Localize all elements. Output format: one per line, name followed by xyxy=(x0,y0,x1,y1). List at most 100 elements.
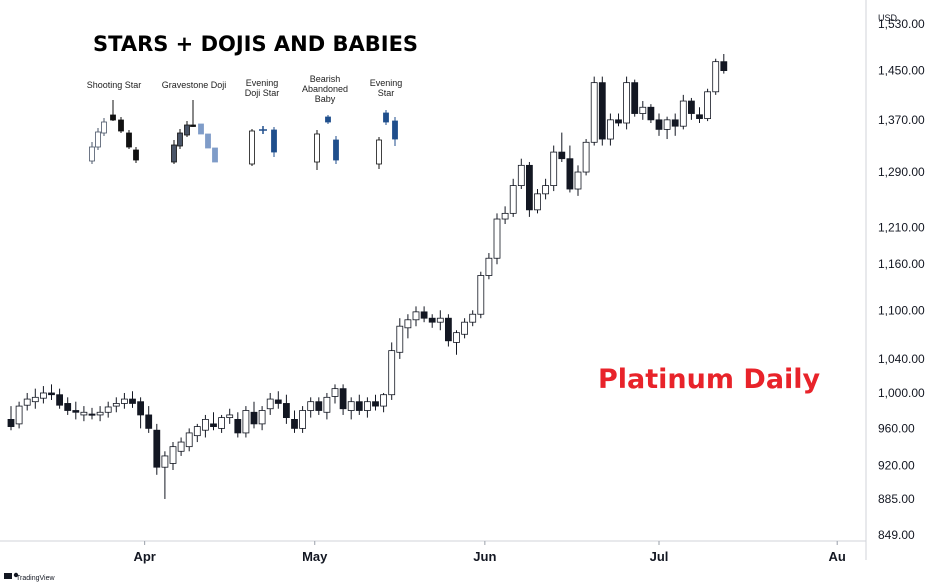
candle-body xyxy=(210,423,217,427)
candle-body xyxy=(193,426,201,437)
candle-body xyxy=(623,82,630,124)
candle xyxy=(226,408,234,424)
chart-headline: STARS + DOJIS AND BABIES xyxy=(93,32,418,56)
candle-body xyxy=(550,151,558,186)
candle-body xyxy=(404,319,412,329)
candles xyxy=(7,54,728,499)
candle-body xyxy=(339,388,347,410)
candle-body xyxy=(48,392,55,396)
pattern-candle xyxy=(325,116,331,123)
candle-body xyxy=(226,414,234,419)
candle xyxy=(129,391,136,408)
x-axis-ticks: Apr May Jun Jul Au xyxy=(133,541,846,564)
y-tick-label: 849.00 xyxy=(878,528,915,542)
candle xyxy=(517,158,525,190)
candle xyxy=(40,386,47,404)
candle xyxy=(88,407,96,420)
tradingview-logo: TradingView xyxy=(4,572,55,582)
pattern-label-line: Shooting Star xyxy=(87,80,142,90)
candle-body xyxy=(331,388,339,397)
candle-body xyxy=(307,401,315,411)
candle xyxy=(501,206,509,225)
candle-body xyxy=(493,218,501,259)
candle xyxy=(493,213,501,265)
brand-label: TradingView xyxy=(16,575,55,582)
candle xyxy=(574,165,582,196)
candle-body xyxy=(501,212,509,220)
candle xyxy=(56,388,63,409)
currency-label: USD xyxy=(878,13,898,23)
candle-body xyxy=(461,321,469,335)
pattern-candle xyxy=(271,129,277,153)
candle-body xyxy=(23,398,31,406)
candle xyxy=(15,401,23,429)
pattern-candle xyxy=(126,132,132,148)
candle-body xyxy=(428,317,436,323)
candle-body xyxy=(250,411,258,425)
pattern-label-line: Doji Star xyxy=(245,88,280,98)
candle xyxy=(258,406,266,431)
y-tick-label: 1,000.00 xyxy=(878,386,925,400)
candle-body xyxy=(380,394,388,407)
candle-body xyxy=(121,398,128,404)
candle-body xyxy=(7,419,15,427)
pattern-candle xyxy=(205,133,211,149)
candle-body xyxy=(15,405,23,425)
candle xyxy=(169,442,177,471)
candle-body xyxy=(542,185,549,195)
candle-body xyxy=(607,119,614,140)
pattern-candle xyxy=(198,123,204,135)
candle xyxy=(590,76,598,146)
candle xyxy=(121,392,128,409)
candle xyxy=(242,406,250,438)
candle xyxy=(688,97,695,120)
pattern-candle xyxy=(133,149,139,161)
pattern-label-line: Abandoned xyxy=(302,84,348,94)
y-tick-label: 885.00 xyxy=(878,492,915,506)
candle xyxy=(396,318,404,359)
candle-body xyxy=(129,398,136,404)
candle-body xyxy=(582,141,590,173)
candle xyxy=(428,314,436,328)
candle-body xyxy=(453,332,460,343)
candle xyxy=(372,394,379,411)
candle xyxy=(291,410,298,433)
candle xyxy=(582,139,590,176)
candle-body xyxy=(104,406,112,413)
candle xyxy=(210,412,217,431)
candle-body xyxy=(663,119,671,130)
candle-body xyxy=(526,164,533,211)
candle xyxy=(461,318,469,339)
candle-body xyxy=(639,106,647,114)
candle xyxy=(234,412,242,438)
candle xyxy=(453,330,460,355)
candle-body xyxy=(96,411,104,416)
candle-body xyxy=(185,432,193,448)
candle xyxy=(274,391,282,409)
candle xyxy=(696,107,703,124)
candle xyxy=(363,397,371,418)
pattern-label-line: Evening xyxy=(246,78,279,88)
candle-body xyxy=(31,396,39,403)
x-tick-label: Jul xyxy=(650,549,669,564)
candle xyxy=(388,342,396,400)
candle-body xyxy=(615,119,622,124)
candle xyxy=(485,253,493,280)
candle-body xyxy=(266,398,274,410)
candle-body xyxy=(372,401,379,407)
candle xyxy=(412,306,420,327)
candle-body xyxy=(598,82,606,140)
candle xyxy=(631,79,639,117)
candle-body xyxy=(161,455,169,468)
candle xyxy=(639,101,647,120)
candle xyxy=(72,401,80,420)
candle xyxy=(404,314,412,339)
candle-body xyxy=(688,100,695,114)
candle-body xyxy=(396,325,404,353)
pattern-candle xyxy=(383,112,389,123)
candle xyxy=(355,394,363,415)
candle-body xyxy=(234,419,242,434)
candle-body xyxy=(671,119,679,127)
candle xyxy=(615,113,622,127)
pattern-candle xyxy=(89,146,95,162)
